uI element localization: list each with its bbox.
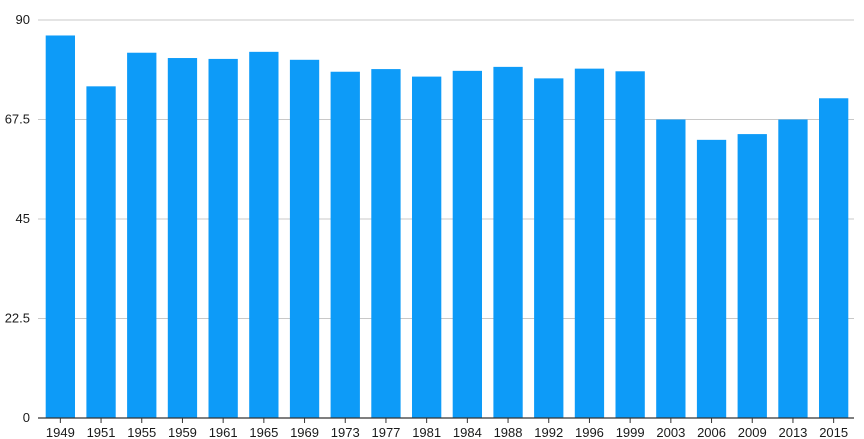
- x-tick-label: 1965: [249, 425, 278, 439]
- bar-2009: [737, 134, 767, 419]
- x-tick-label: 1977: [371, 425, 400, 439]
- bar-1992: [534, 78, 564, 418]
- x-tick-label: 1951: [87, 425, 116, 439]
- x-tick-label: 2015: [819, 425, 848, 439]
- x-tick-label: 1949: [46, 425, 75, 439]
- bar-2006: [696, 139, 727, 418]
- x-tick-label: 1981: [412, 425, 441, 439]
- x-tick-label: 1959: [168, 425, 197, 439]
- x-tick-label: 1988: [494, 425, 523, 439]
- y-tick-label: 67.5: [5, 112, 30, 127]
- y-tick-label: 90: [16, 12, 30, 27]
- y-tick-label: 0: [23, 410, 30, 425]
- bar-1949: [45, 35, 76, 418]
- bar-1999: [615, 71, 645, 418]
- y-tick-label: 45: [16, 211, 30, 226]
- x-tick-label: 1955: [127, 425, 156, 439]
- bar-1973: [330, 71, 360, 419]
- bar-1984: [452, 70, 483, 418]
- bar-1961: [208, 58, 238, 418]
- x-axis-ticks: 1949 1951 1955 1959 1961 1965 1969 1973 1977 1981…: [46, 418, 848, 439]
- x-tick-label: 1984: [453, 425, 482, 439]
- x-tick-label: 1973: [331, 425, 360, 439]
- x-tick-label: 2006: [697, 425, 726, 439]
- bar-1951: [86, 86, 116, 418]
- x-tick-label: 1999: [616, 425, 645, 439]
- x-tick-label: 2013: [778, 425, 807, 439]
- x-tick-label: 1961: [209, 425, 238, 439]
- gridlines: [38, 19, 854, 319]
- bar-2003: [656, 119, 686, 418]
- bar-1977: [371, 69, 401, 418]
- x-tick-label: 2003: [656, 425, 685, 439]
- bar-2015: [818, 98, 849, 419]
- y-axis-ticks: 0 22.5 45 67.5 90: [5, 12, 30, 425]
- x-tick-label: 2009: [738, 425, 767, 439]
- bar-1959: [167, 58, 198, 418]
- x-tick-label: 1969: [290, 425, 319, 439]
- bar-2013: [778, 119, 808, 418]
- bars: [45, 35, 849, 419]
- y-tick-label: 22.5: [5, 311, 30, 326]
- bar-1988: [493, 66, 523, 419]
- bar-1955: [127, 52, 157, 418]
- x-tick-label: 1992: [534, 425, 563, 439]
- bar-1969: [289, 59, 320, 419]
- bar-1981: [411, 76, 442, 419]
- bar-1996: [574, 68, 605, 419]
- bar-1965: [249, 51, 279, 419]
- x-tick-label: 1996: [575, 425, 604, 439]
